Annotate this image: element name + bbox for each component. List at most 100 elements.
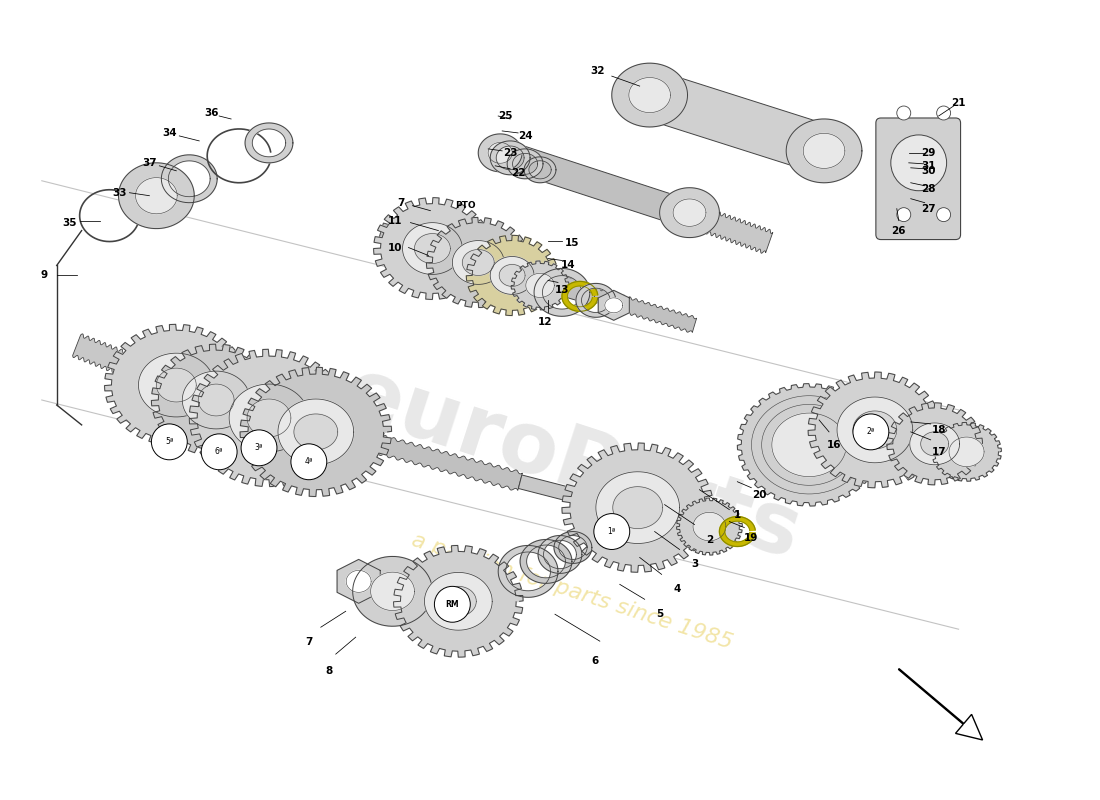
Text: 4ª: 4ª xyxy=(305,458,314,466)
Polygon shape xyxy=(139,353,214,417)
Text: a passion for parts since 1985: a passion for parts since 1985 xyxy=(409,530,735,653)
Polygon shape xyxy=(152,344,280,456)
Text: 35: 35 xyxy=(63,218,77,228)
Polygon shape xyxy=(803,134,845,169)
Text: 29: 29 xyxy=(922,148,936,158)
Circle shape xyxy=(201,434,238,470)
Polygon shape xyxy=(229,384,309,452)
Text: 31: 31 xyxy=(922,161,936,171)
Polygon shape xyxy=(466,235,558,315)
Polygon shape xyxy=(598,290,629,320)
Polygon shape xyxy=(605,298,623,313)
Circle shape xyxy=(594,514,629,550)
Text: 4: 4 xyxy=(674,584,681,594)
Polygon shape xyxy=(629,78,671,113)
Circle shape xyxy=(937,106,950,120)
Polygon shape xyxy=(512,261,569,310)
Polygon shape xyxy=(693,512,726,541)
Text: 13: 13 xyxy=(554,286,569,295)
Polygon shape xyxy=(440,586,476,616)
Polygon shape xyxy=(562,282,597,311)
Polygon shape xyxy=(596,472,680,543)
Polygon shape xyxy=(425,572,492,630)
Polygon shape xyxy=(488,142,513,163)
Polygon shape xyxy=(415,234,450,263)
Polygon shape xyxy=(403,222,462,274)
Polygon shape xyxy=(526,274,554,298)
Text: 10: 10 xyxy=(388,242,403,253)
Polygon shape xyxy=(887,403,982,485)
Polygon shape xyxy=(427,218,530,307)
Polygon shape xyxy=(910,423,959,465)
Text: 15: 15 xyxy=(564,238,580,247)
Text: 6ª: 6ª xyxy=(214,447,223,456)
Text: euroParts: euroParts xyxy=(333,351,811,577)
Polygon shape xyxy=(119,163,195,229)
Polygon shape xyxy=(294,414,338,450)
Circle shape xyxy=(896,208,911,222)
Polygon shape xyxy=(162,155,217,202)
Polygon shape xyxy=(593,287,696,333)
Polygon shape xyxy=(837,397,913,462)
Polygon shape xyxy=(737,384,881,506)
Text: 6: 6 xyxy=(591,656,598,666)
Polygon shape xyxy=(786,119,862,182)
Text: 20: 20 xyxy=(752,490,767,500)
Polygon shape xyxy=(554,531,592,563)
Polygon shape xyxy=(520,539,572,583)
Polygon shape xyxy=(632,67,842,177)
Polygon shape xyxy=(73,334,170,390)
Polygon shape xyxy=(613,486,662,529)
Polygon shape xyxy=(686,203,773,254)
Polygon shape xyxy=(156,368,196,402)
Text: 12: 12 xyxy=(538,318,552,327)
Polygon shape xyxy=(198,384,234,416)
Polygon shape xyxy=(491,257,535,294)
Circle shape xyxy=(896,106,911,120)
Polygon shape xyxy=(371,572,415,610)
Polygon shape xyxy=(808,372,942,488)
Polygon shape xyxy=(507,149,543,178)
Text: 5: 5 xyxy=(656,610,663,619)
Polygon shape xyxy=(498,546,558,598)
Polygon shape xyxy=(719,517,756,546)
Text: 3: 3 xyxy=(691,559,698,570)
Polygon shape xyxy=(496,139,694,228)
Polygon shape xyxy=(377,223,597,305)
Polygon shape xyxy=(518,475,592,506)
Polygon shape xyxy=(491,141,530,174)
Text: 37: 37 xyxy=(142,158,156,168)
Text: 8: 8 xyxy=(326,666,332,676)
Polygon shape xyxy=(135,178,177,214)
Polygon shape xyxy=(353,557,432,626)
Text: 26: 26 xyxy=(891,226,906,235)
Polygon shape xyxy=(921,432,948,456)
Text: 28: 28 xyxy=(922,184,936,194)
Polygon shape xyxy=(374,198,492,299)
Polygon shape xyxy=(394,546,524,657)
Polygon shape xyxy=(499,265,525,286)
Polygon shape xyxy=(104,324,248,446)
Polygon shape xyxy=(676,498,742,555)
Circle shape xyxy=(241,430,277,466)
Circle shape xyxy=(852,414,889,450)
Polygon shape xyxy=(245,123,293,163)
Polygon shape xyxy=(673,199,706,226)
Polygon shape xyxy=(660,188,719,238)
Text: 24: 24 xyxy=(518,131,532,141)
Polygon shape xyxy=(346,570,371,592)
Polygon shape xyxy=(163,368,384,457)
FancyArrow shape xyxy=(899,669,982,740)
Text: 2: 2 xyxy=(706,534,713,545)
Polygon shape xyxy=(378,435,522,490)
Polygon shape xyxy=(562,443,714,572)
Text: 1: 1 xyxy=(734,510,741,520)
Circle shape xyxy=(290,444,327,480)
Text: 7: 7 xyxy=(305,637,312,647)
Text: 30: 30 xyxy=(922,166,936,176)
Text: 22: 22 xyxy=(510,168,526,178)
Polygon shape xyxy=(576,283,616,318)
Text: 5ª: 5ª xyxy=(165,438,174,446)
Polygon shape xyxy=(240,367,392,497)
Polygon shape xyxy=(932,422,1001,482)
